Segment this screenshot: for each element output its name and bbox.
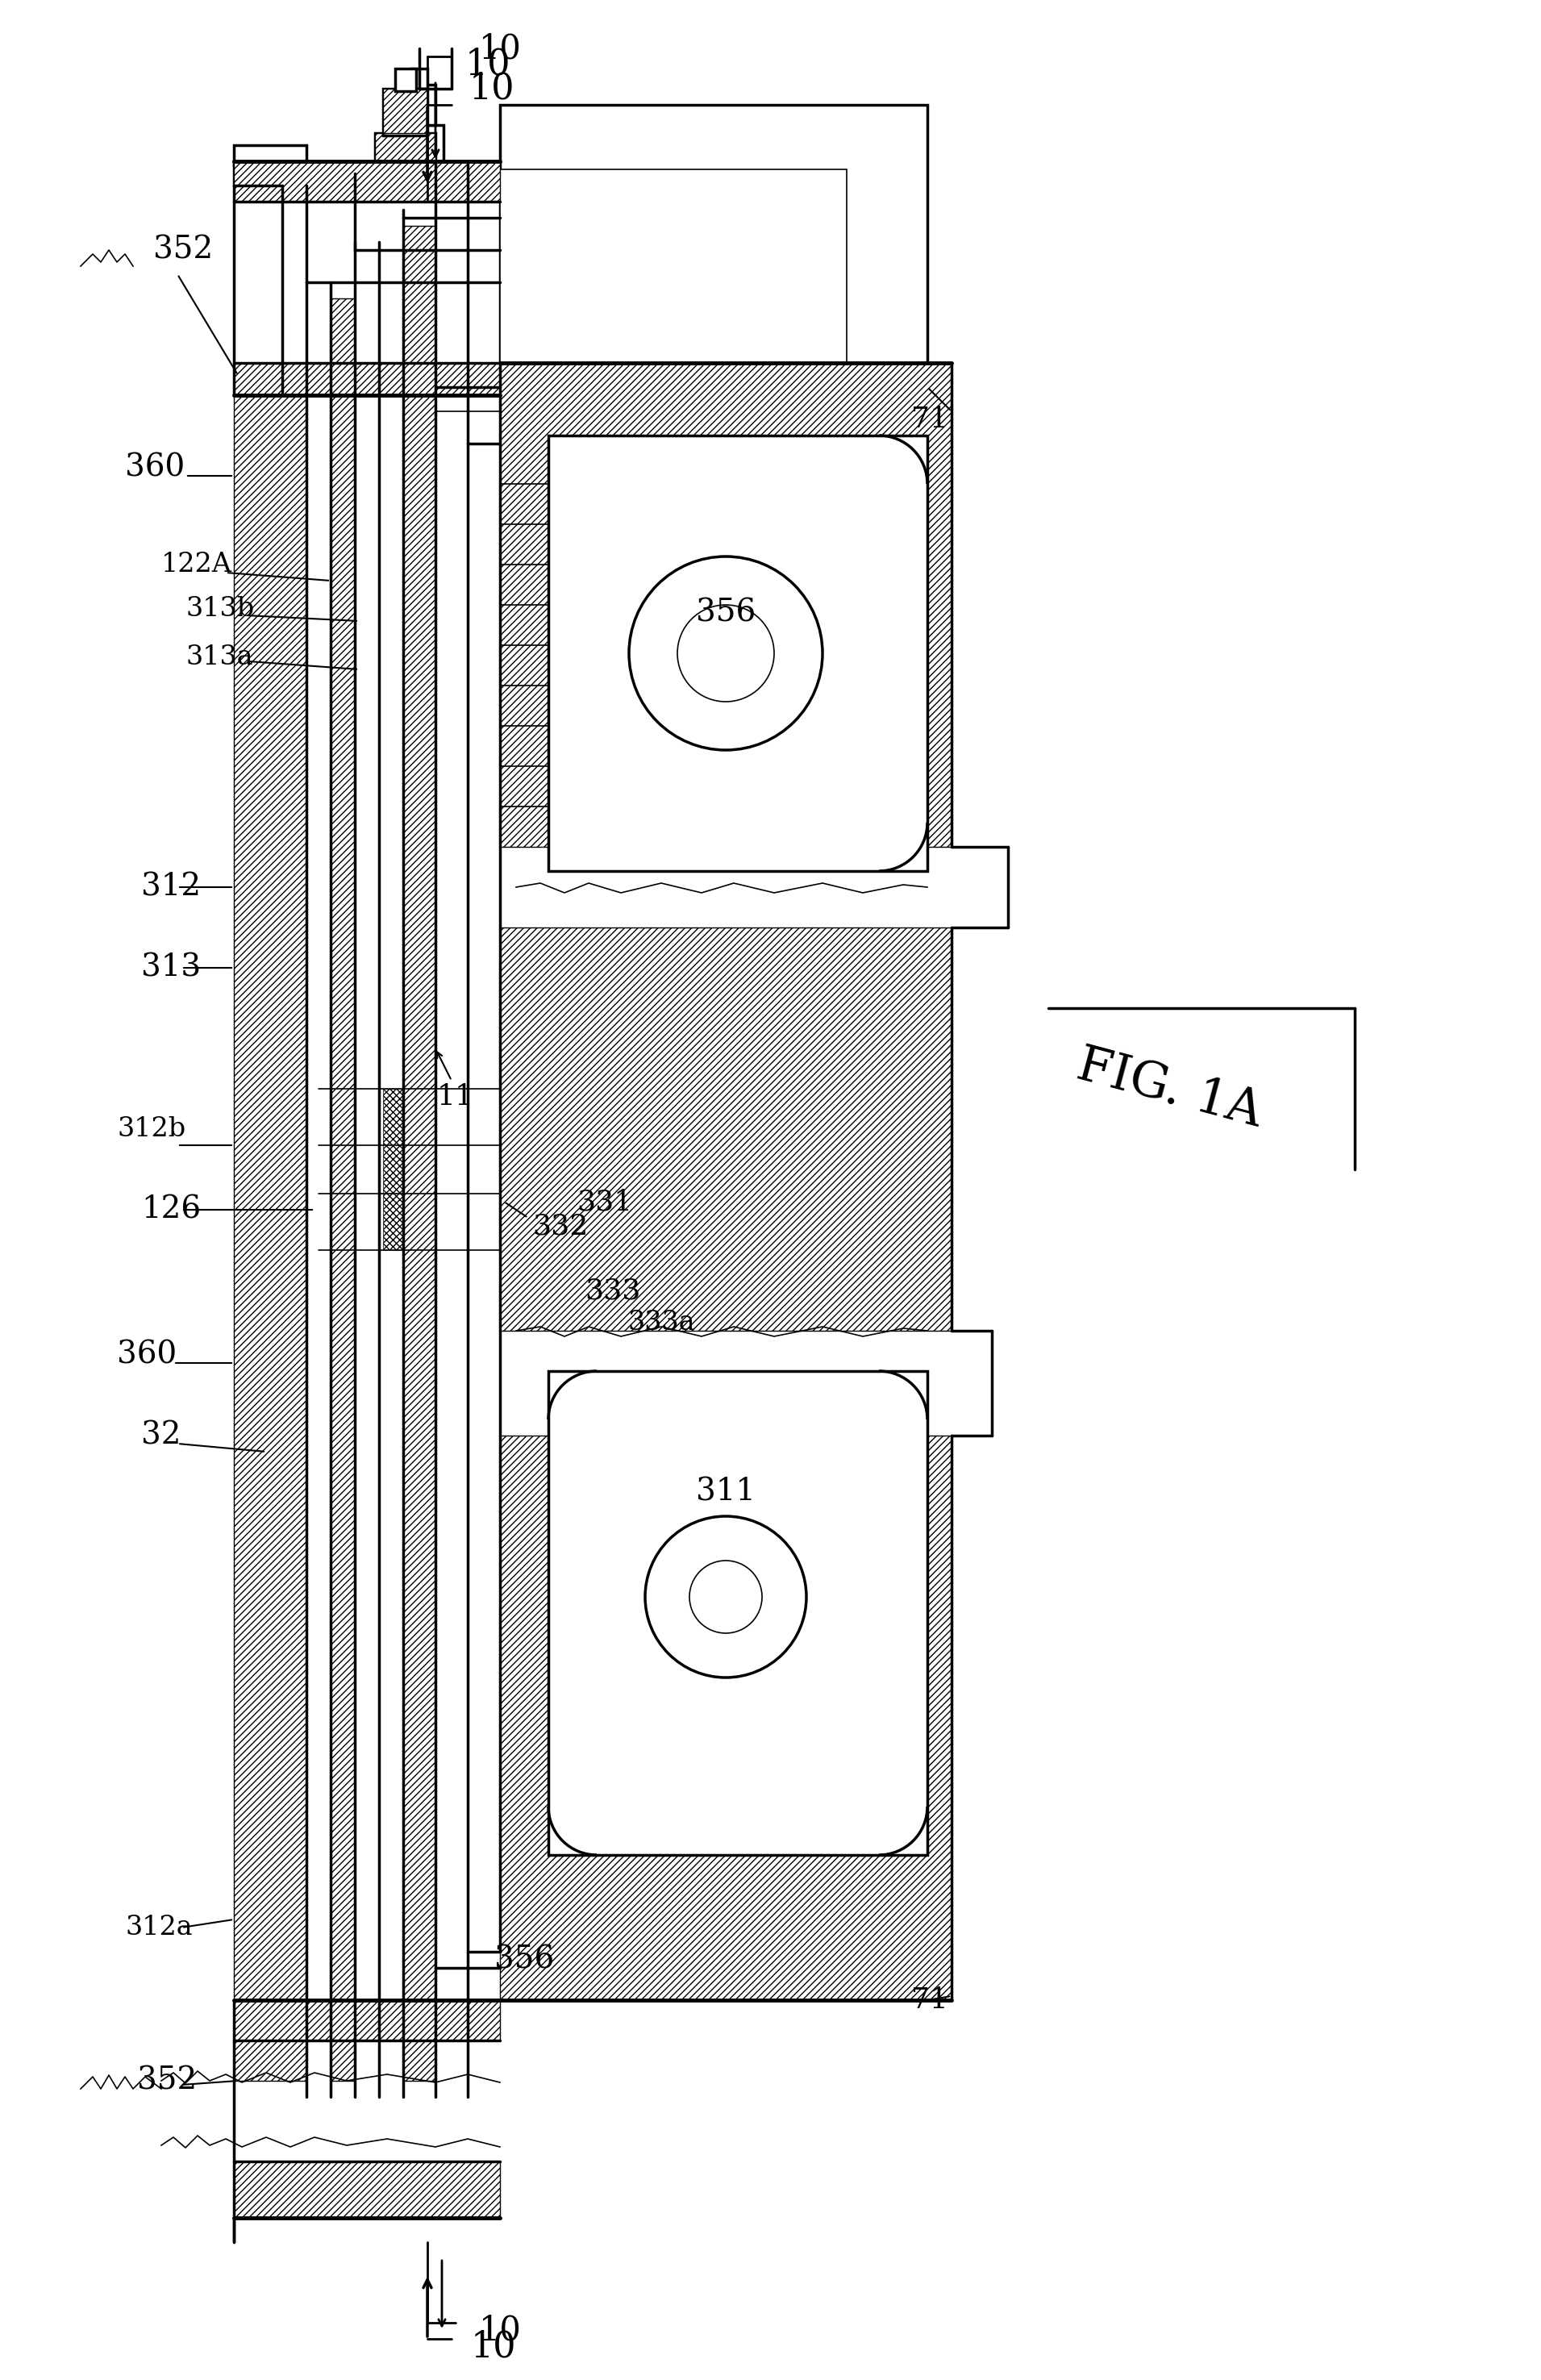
Text: 331: 331 xyxy=(576,1188,633,1216)
Polygon shape xyxy=(234,395,307,2080)
Bar xyxy=(374,133,436,174)
Bar xyxy=(404,86,436,126)
Polygon shape xyxy=(384,1088,404,1250)
Polygon shape xyxy=(499,105,846,169)
Text: 11: 11 xyxy=(438,1083,475,1111)
Text: 333a: 333a xyxy=(627,1309,695,1335)
Text: 126: 126 xyxy=(142,1195,200,1226)
Circle shape xyxy=(629,557,823,750)
Text: 352: 352 xyxy=(153,236,213,264)
Text: 313: 313 xyxy=(142,952,200,983)
Text: 313b: 313b xyxy=(185,595,254,621)
Bar xyxy=(394,126,444,162)
Text: 356: 356 xyxy=(697,597,755,628)
Text: 333: 333 xyxy=(586,1276,641,1304)
Text: 10: 10 xyxy=(470,2330,516,2363)
Bar xyxy=(411,69,427,88)
Polygon shape xyxy=(234,162,499,202)
Text: 356: 356 xyxy=(495,1944,555,1975)
Bar xyxy=(384,88,427,136)
Text: 312: 312 xyxy=(142,871,200,902)
Text: 71: 71 xyxy=(911,405,948,433)
Bar xyxy=(394,69,416,90)
Text: 32: 32 xyxy=(142,1421,180,1449)
Text: 10: 10 xyxy=(479,31,521,64)
Polygon shape xyxy=(234,362,499,395)
Bar xyxy=(499,169,846,362)
Polygon shape xyxy=(499,928,951,1330)
Bar xyxy=(499,105,928,362)
Text: 352: 352 xyxy=(137,2066,197,2097)
Polygon shape xyxy=(234,2161,499,2218)
Polygon shape xyxy=(384,88,427,133)
Polygon shape xyxy=(499,169,928,362)
Text: 311: 311 xyxy=(697,1478,755,1507)
Text: 10: 10 xyxy=(465,48,510,81)
Circle shape xyxy=(646,1516,806,1678)
Text: 10: 10 xyxy=(468,71,515,107)
Polygon shape xyxy=(374,133,436,174)
Text: 312a: 312a xyxy=(125,1914,193,1940)
Text: 360: 360 xyxy=(117,1340,177,1371)
Polygon shape xyxy=(499,362,951,847)
Text: FIG. 1A: FIG. 1A xyxy=(1071,1040,1267,1138)
Text: 71: 71 xyxy=(911,1987,948,2013)
Text: 312b: 312b xyxy=(117,1116,185,1142)
Circle shape xyxy=(678,605,774,702)
Text: 313a: 313a xyxy=(185,645,253,671)
Bar xyxy=(549,1371,928,1854)
Text: 332: 332 xyxy=(532,1211,589,1240)
Bar xyxy=(549,436,928,871)
Text: 122A: 122A xyxy=(162,552,233,578)
Text: 360: 360 xyxy=(125,452,185,483)
Polygon shape xyxy=(499,1435,951,1999)
Bar xyxy=(234,162,307,186)
Text: 10: 10 xyxy=(479,2313,521,2347)
Polygon shape xyxy=(234,1999,499,2040)
Polygon shape xyxy=(331,298,354,2080)
Bar xyxy=(234,145,307,164)
Polygon shape xyxy=(404,226,436,2080)
Circle shape xyxy=(689,1561,763,1633)
